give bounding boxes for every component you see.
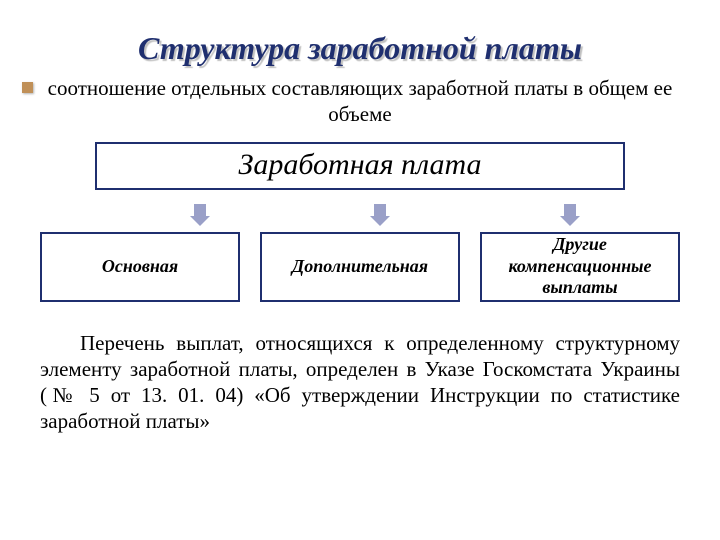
arrow-down-icon bbox=[190, 204, 210, 226]
description-paragraph: Перечень выплат, относящихся к определен… bbox=[40, 330, 680, 435]
subtitle: соотношение отдельных составляющих зараб… bbox=[40, 75, 680, 128]
page-title: Структура заработной платы bbox=[40, 30, 680, 67]
child-boxes-row: Основная Дополнительная Другие компенсац… bbox=[40, 232, 680, 302]
box-main: Основная bbox=[40, 232, 240, 302]
box-additional: Дополнительная bbox=[260, 232, 460, 302]
box-other: Другие компенсационные выплаты bbox=[480, 232, 680, 302]
arrow-down-icon bbox=[370, 204, 390, 226]
slide-bullet-icon bbox=[22, 82, 33, 93]
arrow-row bbox=[40, 204, 680, 230]
root-box: Заработная плата bbox=[95, 142, 625, 190]
arrow-down-icon bbox=[560, 204, 580, 226]
